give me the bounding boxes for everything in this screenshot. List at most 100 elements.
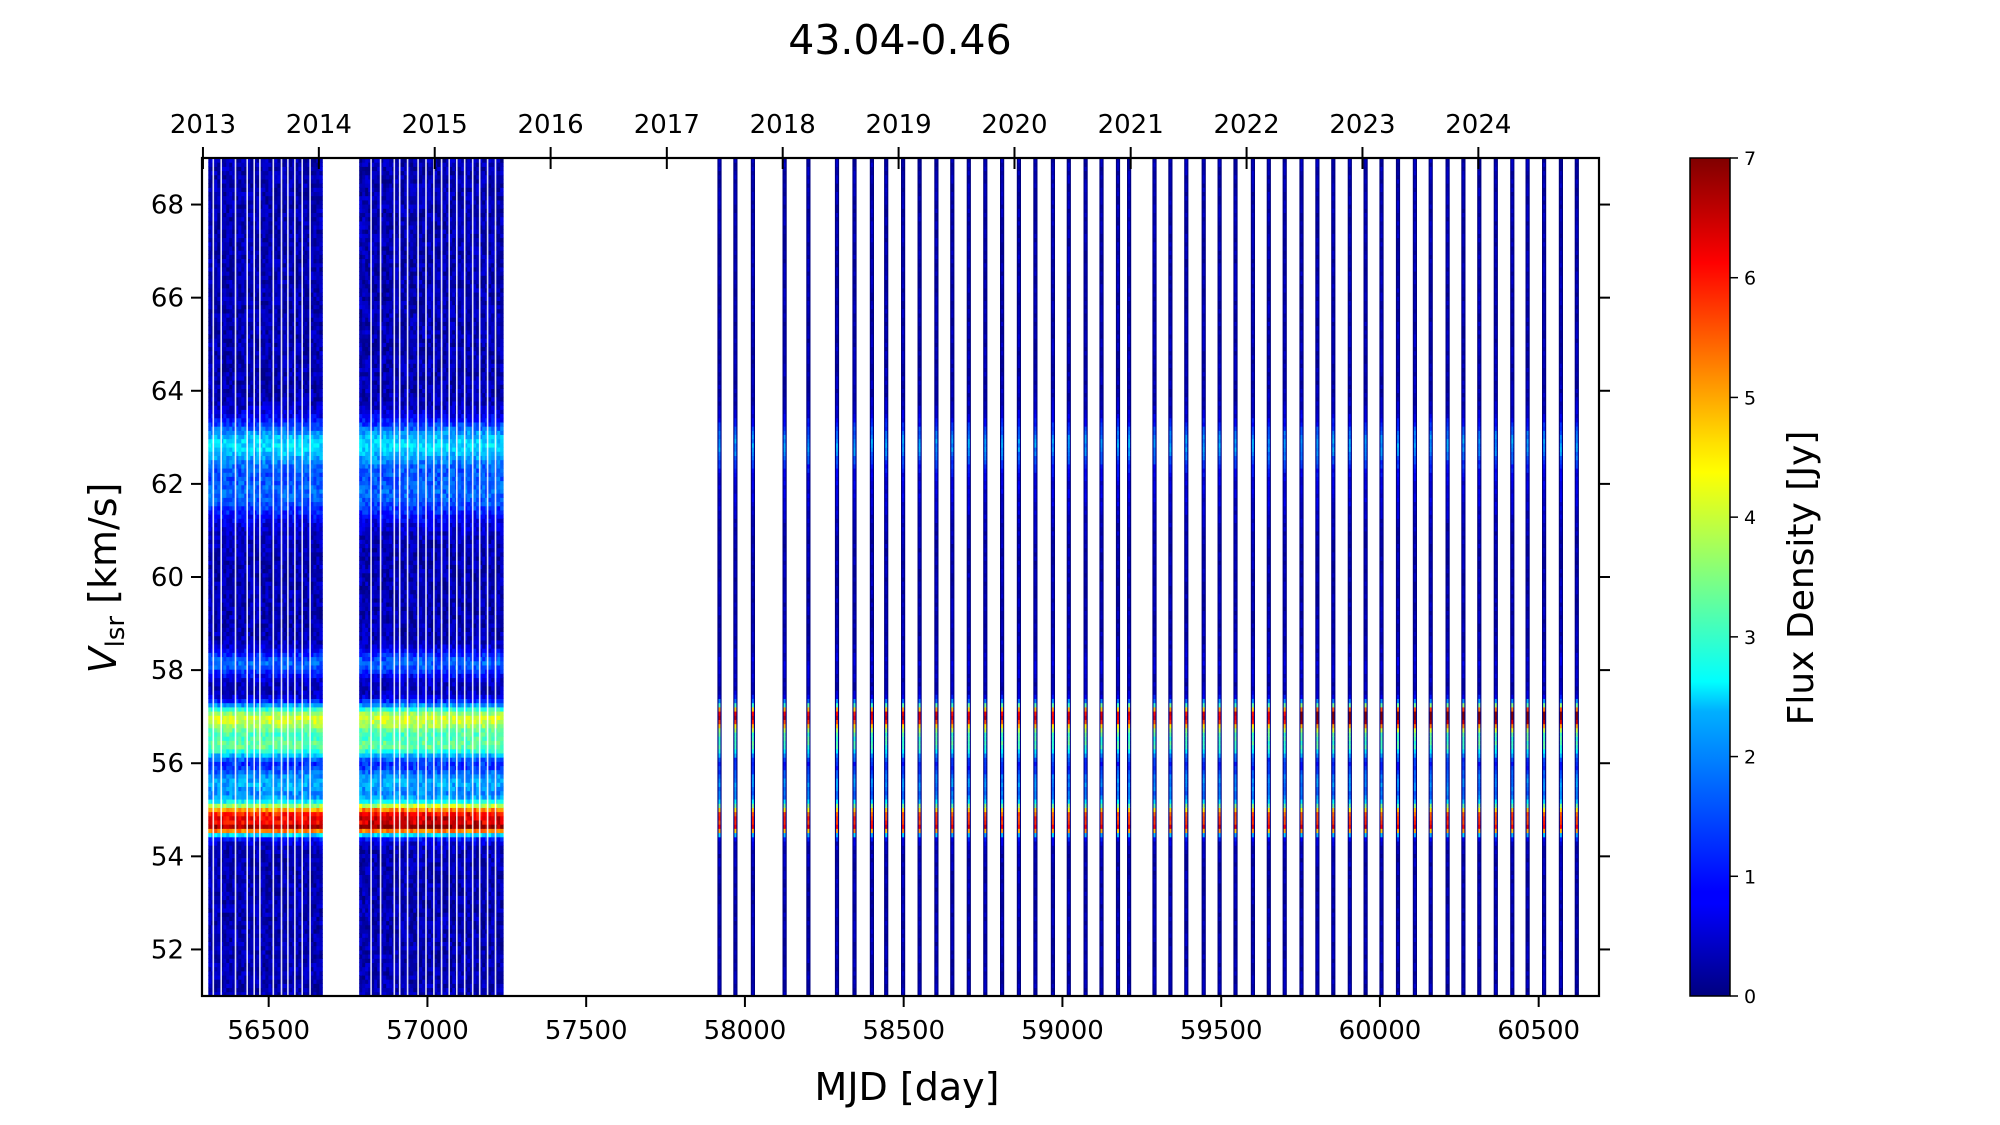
heatmap-cell: [229, 732, 232, 737]
heatmap-cell: [214, 619, 217, 624]
heatmap-cell: [274, 946, 277, 951]
heatmap-cell: [217, 845, 220, 850]
heatmap-cell: [262, 925, 265, 930]
heatmap-cell: [214, 552, 217, 557]
heatmap-cell: [268, 774, 271, 779]
heatmap-cell: [262, 317, 265, 322]
heatmap-cell: [274, 648, 277, 653]
heatmap-cell: [277, 858, 280, 863]
heatmap-cell: [217, 422, 220, 427]
heatmap-cell: [217, 812, 220, 817]
heatmap-cell: [217, 171, 220, 176]
heatmap-cell: [223, 694, 226, 699]
heatmap-cell: [262, 916, 265, 921]
heatmap-cell: [241, 979, 244, 984]
heatmap-cell: [226, 912, 229, 917]
heatmap-cell: [274, 208, 277, 213]
heatmap-cell: [262, 464, 265, 469]
heatmap-cell: [265, 510, 268, 515]
heatmap-cell: [208, 485, 211, 490]
heatmap-cell: [238, 640, 241, 645]
heatmap-cell: [241, 736, 244, 741]
heatmap-cell: [226, 359, 229, 364]
heatmap-cell: [223, 916, 226, 921]
heatmap-cell: [229, 619, 232, 624]
heatmap-cell: [265, 414, 268, 419]
heatmap-cell: [214, 824, 217, 829]
heatmap-cell: [217, 841, 220, 846]
heatmap-cell: [214, 967, 217, 972]
heatmap-cell: [268, 355, 271, 360]
heatmap-cell: [268, 837, 271, 842]
heatmap-cell: [262, 359, 265, 364]
heatmap-cell: [217, 963, 220, 968]
heatmap-cell: [277, 720, 280, 725]
heatmap-cell: [277, 246, 280, 251]
heatmap-cell: [277, 724, 280, 729]
heatmap-cell: [241, 175, 244, 180]
heatmap-cell: [262, 900, 265, 905]
heatmap-cell: [265, 963, 268, 968]
heatmap-cell: [241, 837, 244, 842]
heatmap-cell: [262, 673, 265, 678]
heatmap-cell: [217, 485, 220, 490]
heatmap-cell: [238, 732, 241, 737]
heatmap-cell: [274, 493, 277, 498]
heatmap-cell: [265, 229, 268, 234]
heatmap-cell: [262, 309, 265, 314]
heatmap-cell: [241, 967, 244, 972]
heatmap-cell: [214, 229, 217, 234]
heatmap-cell: [226, 326, 229, 331]
heatmap-cell: [274, 560, 277, 565]
heatmap-cell: [274, 787, 277, 792]
heatmap-cell: [214, 745, 217, 750]
heatmap-cell: [250, 238, 253, 243]
heatmap-cell: [208, 275, 211, 280]
heatmap-cell: [223, 787, 226, 792]
heatmap-cell: [250, 833, 253, 838]
heatmap-cell: [223, 368, 226, 373]
heatmap-cell: [277, 627, 280, 632]
heatmap-cell: [265, 183, 268, 188]
heatmap-cell: [241, 531, 244, 536]
heatmap-cell: [268, 707, 271, 712]
heatmap-cell: [277, 791, 280, 796]
heatmap-cell: [223, 908, 226, 913]
heatmap-cell: [226, 883, 229, 888]
heatmap-cell: [217, 460, 220, 465]
heatmap-cell: [226, 908, 229, 913]
heatmap-cell: [217, 669, 220, 674]
heatmap-cell: [229, 833, 232, 838]
heatmap-cell: [277, 757, 280, 762]
heatmap-cell: [241, 950, 244, 955]
heatmap-cell: [268, 715, 271, 720]
heatmap-cell: [208, 447, 211, 452]
heatmap-cell: [208, 912, 211, 917]
heatmap-cell: [217, 833, 220, 838]
heatmap-cell: [238, 476, 241, 481]
heatmap-cell: [277, 221, 280, 226]
heatmap-cell: [250, 548, 253, 553]
heatmap-cell: [229, 544, 232, 549]
heatmap-cell: [265, 514, 268, 519]
heatmap-cell: [277, 439, 280, 444]
heatmap-cell: [241, 900, 244, 905]
heatmap-cell: [229, 288, 232, 293]
heatmap-cell: [277, 732, 280, 737]
heatmap-cell: [262, 221, 265, 226]
heatmap-cell: [208, 711, 211, 716]
heatmap-cell: [274, 866, 277, 871]
heatmap-cell: [265, 732, 268, 737]
heatmap-cell: [217, 879, 220, 884]
heatmap-cell: [238, 803, 241, 808]
heatmap-cell: [241, 259, 244, 264]
heatmap-cell: [250, 493, 253, 498]
heatmap-cell: [217, 296, 220, 301]
heatmap-cell: [226, 971, 229, 976]
heatmap-cell: [277, 690, 280, 695]
heatmap-cell: [214, 472, 217, 477]
heatmap-cell: [274, 217, 277, 222]
heatmap-cell: [217, 187, 220, 192]
heatmap-cell: [208, 577, 211, 582]
heatmap-cell: [238, 594, 241, 599]
